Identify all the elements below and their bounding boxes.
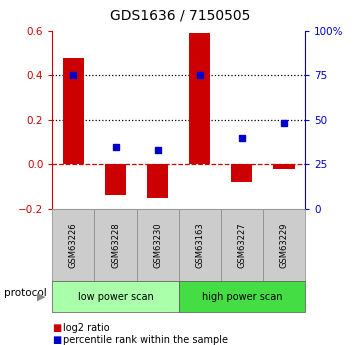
Text: ■: ■ bbox=[52, 335, 62, 345]
Text: GSM63228: GSM63228 bbox=[111, 222, 120, 268]
Text: high power scan: high power scan bbox=[202, 292, 282, 302]
Text: GSM63226: GSM63226 bbox=[69, 222, 78, 268]
Text: GSM63230: GSM63230 bbox=[153, 222, 162, 268]
Text: GSM63227: GSM63227 bbox=[238, 222, 246, 268]
Text: low power scan: low power scan bbox=[78, 292, 153, 302]
Bar bbox=[63, 58, 84, 164]
Text: GSM63163: GSM63163 bbox=[195, 222, 204, 268]
Bar bbox=[231, 164, 252, 182]
Text: ▶: ▶ bbox=[37, 292, 46, 302]
Bar bbox=[105, 164, 126, 195]
Text: GDS1636 / 7150505: GDS1636 / 7150505 bbox=[110, 9, 251, 23]
Text: protocol: protocol bbox=[4, 288, 46, 298]
Bar bbox=[189, 33, 210, 164]
Text: percentile rank within the sample: percentile rank within the sample bbox=[63, 335, 228, 345]
Bar bbox=[147, 164, 168, 198]
Text: log2 ratio: log2 ratio bbox=[63, 324, 110, 333]
Bar bbox=[274, 164, 295, 169]
Text: GSM63229: GSM63229 bbox=[279, 222, 288, 268]
Text: ■: ■ bbox=[52, 324, 62, 333]
